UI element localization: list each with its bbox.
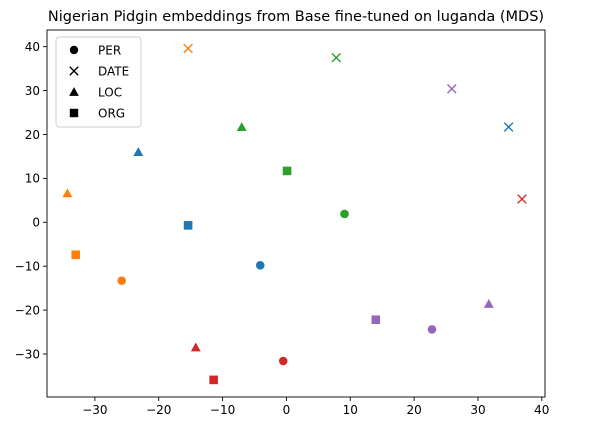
data-point-circle — [340, 209, 349, 219]
data-point-triangle — [133, 147, 144, 156]
plot-area — [46, 29, 546, 398]
chart-title: Nigerian Pidgin embeddings from Base fin… — [48, 9, 544, 25]
legend-marker-triangle — [69, 87, 79, 96]
legend-marker-square — [69, 108, 79, 118]
x-tick-label: −20 — [146, 403, 171, 417]
data-point-circle — [117, 276, 126, 285]
data-point-triangle — [190, 342, 201, 352]
legend-label: LOC — [98, 85, 122, 99]
y-tick-label: −10 — [15, 259, 40, 273]
data-point-circle — [255, 261, 265, 270]
legend-label: ORG — [98, 106, 125, 120]
data-point-x — [503, 122, 514, 132]
data-point-x — [517, 194, 527, 204]
axis-ticks: −30 −20 −10 0 10 20 30 40 −30 −20 −10 0 10 20 30 40 — [15, 40, 550, 417]
x-tick-label: 0 — [283, 403, 291, 417]
x-tick-label: 10 — [343, 403, 358, 417]
data-point-triangle — [483, 298, 494, 308]
data-point-triangle — [236, 122, 247, 131]
data-point-square — [209, 375, 218, 385]
x-tick-label: 40 — [534, 403, 549, 417]
y-tick-label: 0 — [32, 216, 40, 230]
data-point-circle — [427, 325, 437, 334]
legend-marker-x — [69, 66, 79, 76]
x-tick-label: −10 — [210, 403, 235, 417]
x-tick-label: 20 — [406, 403, 421, 417]
x-tick-label: −30 — [82, 403, 107, 417]
data-point-circle — [278, 356, 288, 366]
data-points — [62, 43, 527, 385]
data-point-x — [331, 52, 342, 63]
data-point-square — [183, 221, 193, 230]
legend-box — [55, 36, 142, 128]
y-tick-label: 20 — [25, 128, 40, 142]
y-tick-label: 10 — [25, 172, 40, 186]
y-tick-label: 30 — [25, 84, 40, 98]
y-tick-label: −30 — [15, 347, 40, 361]
y-tick-label: −20 — [15, 303, 40, 317]
data-point-square — [371, 315, 381, 325]
data-point-x — [446, 84, 457, 94]
data-point-x — [183, 43, 193, 54]
data-point-triangle — [62, 188, 73, 198]
legend: PER DATE LOC ORG — [55, 36, 142, 128]
y-tick-label: 40 — [25, 40, 40, 54]
data-point-square — [71, 250, 81, 260]
legend-label: PER — [98, 43, 121, 57]
legend-label: DATE — [98, 64, 129, 78]
axes-frame — [46, 29, 546, 398]
data-point-square — [282, 166, 292, 176]
x-tick-label: 30 — [470, 403, 485, 417]
legend-marker-circle — [69, 45, 79, 55]
